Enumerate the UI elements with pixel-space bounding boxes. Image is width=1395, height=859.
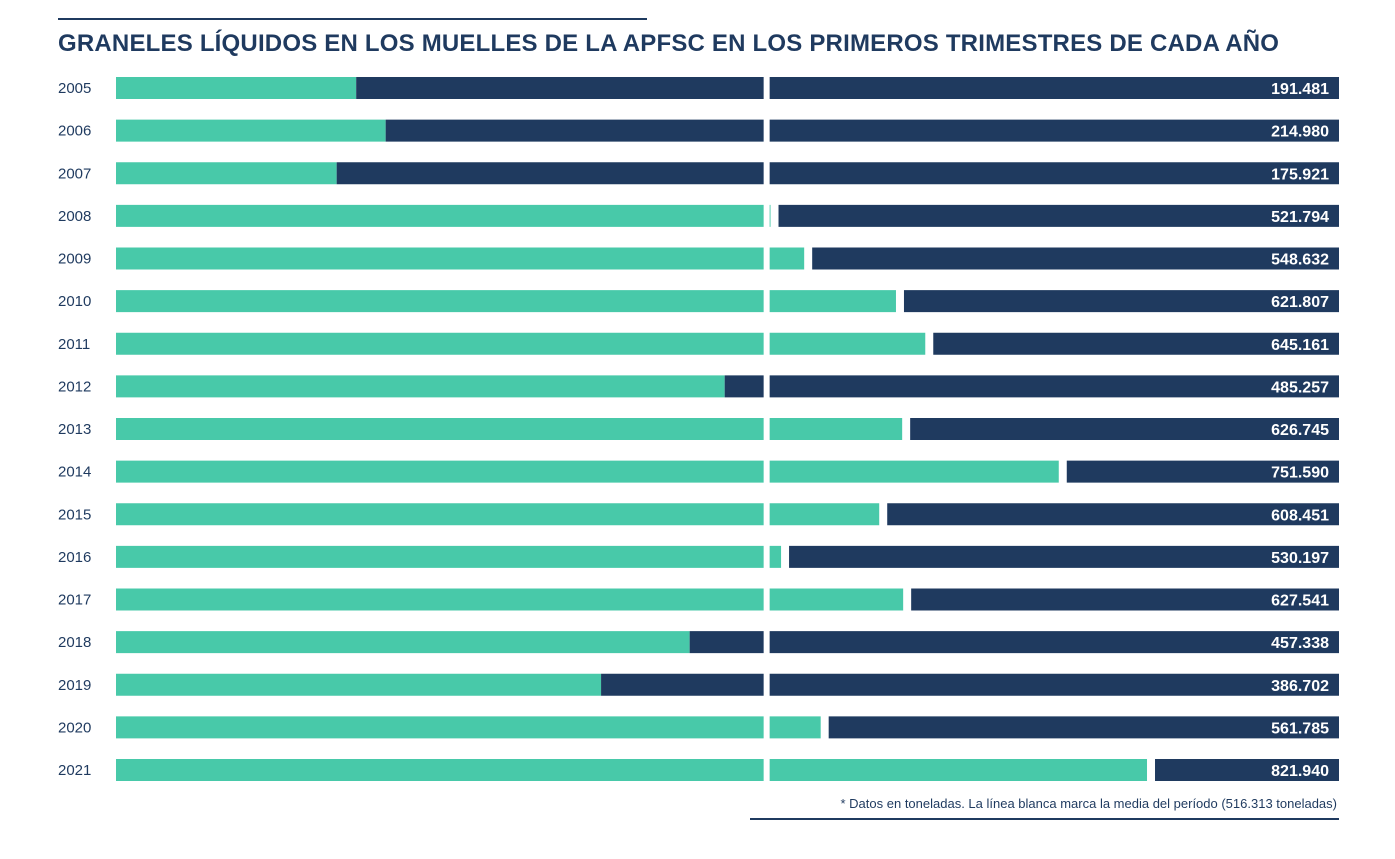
value-bar <box>116 673 602 696</box>
remainder-bar <box>769 77 1339 99</box>
remainder-bar <box>769 673 1339 696</box>
year-label: 2007 <box>58 165 91 182</box>
remainder-bar <box>812 247 1339 270</box>
value-bar-excess <box>769 290 896 313</box>
remainder-bar <box>1155 759 1339 781</box>
remainder-bar <box>789 545 1339 568</box>
year-label: 2010 <box>58 293 91 310</box>
value-bar <box>116 119 386 142</box>
remainder-bar <box>1066 460 1339 483</box>
value-label: 485.257 <box>1271 379 1329 396</box>
value-bar-excess <box>769 503 880 526</box>
value-label: 530.197 <box>1271 550 1329 567</box>
value-bar <box>116 716 764 739</box>
year-label: 2018 <box>58 634 91 651</box>
value-label: 386.702 <box>1271 678 1329 695</box>
value-bar <box>116 418 764 440</box>
year-label: 2019 <box>58 677 91 694</box>
remainder-bar <box>724 375 764 398</box>
value-bar <box>116 759 764 781</box>
remainder-bar <box>910 418 1339 440</box>
remainder-bar <box>769 631 1339 654</box>
year-label: 2012 <box>58 378 91 395</box>
bottom-rule <box>750 818 1339 820</box>
value-bar <box>116 375 725 398</box>
remainder-bar <box>356 77 764 99</box>
year-label: 2016 <box>58 549 91 566</box>
value-bar <box>116 545 764 568</box>
value-bar-excess <box>769 545 782 568</box>
value-label: 191.481 <box>1271 81 1329 98</box>
remainder-bar <box>778 204 1339 227</box>
remainder-bar <box>828 716 1339 739</box>
value-label: 457.338 <box>1271 635 1329 652</box>
value-bar <box>116 460 764 483</box>
year-label: 2011 <box>58 336 90 353</box>
value-label: 561.785 <box>1271 720 1329 737</box>
value-label: 548.632 <box>1271 252 1329 269</box>
chart-note: * Datos en toneladas. La línea blanca ma… <box>840 796 1338 811</box>
value-bar <box>116 332 764 355</box>
value-bar <box>116 503 764 526</box>
value-bar <box>116 204 764 227</box>
remainder-bar <box>933 332 1339 355</box>
remainder-bar <box>336 162 764 185</box>
value-label: 175.921 <box>1271 166 1329 183</box>
value-bar <box>116 290 764 313</box>
remainder-bar <box>769 375 1339 398</box>
year-label: 2013 <box>58 421 91 438</box>
year-label: 2015 <box>58 506 91 523</box>
year-label: 2008 <box>58 208 91 225</box>
remainder-bar <box>911 588 1339 611</box>
remainder-bar <box>385 119 764 142</box>
value-label: 521.794 <box>1271 209 1329 226</box>
remainder-bar <box>887 503 1339 526</box>
value-label: 626.745 <box>1271 422 1329 439</box>
year-label: 2020 <box>58 719 91 736</box>
value-bar-excess <box>769 716 821 739</box>
value-label: 621.807 <box>1271 294 1329 311</box>
value-bar <box>116 588 764 611</box>
value-bar-excess <box>769 460 1059 483</box>
value-bar <box>116 162 337 185</box>
remainder-bar <box>689 631 764 654</box>
value-bar-excess <box>769 759 1148 781</box>
top-rule <box>58 18 647 20</box>
year-label: 2021 <box>58 762 91 779</box>
value-bar <box>116 247 764 270</box>
value-label: 214.980 <box>1271 124 1329 141</box>
value-label: 821.940 <box>1271 763 1329 780</box>
value-label: 751.590 <box>1271 465 1329 482</box>
chart-title: GRANELES LÍQUIDOS EN LOS MUELLES DE LA A… <box>58 30 1280 57</box>
year-label: 2014 <box>58 464 91 481</box>
value-label: 627.541 <box>1271 593 1329 610</box>
value-bar-excess <box>769 332 926 355</box>
year-label: 2006 <box>58 123 91 140</box>
year-label: 2017 <box>58 592 91 609</box>
value-bar-excess <box>769 247 805 270</box>
value-bar <box>116 631 690 654</box>
value-bar-excess <box>769 588 904 611</box>
remainder-bar <box>903 290 1339 313</box>
value-label: 645.161 <box>1271 337 1329 354</box>
value-bar <box>116 77 357 99</box>
remainder-bar <box>769 162 1339 185</box>
year-label: 2005 <box>58 80 91 97</box>
value-bar-excess <box>769 418 903 440</box>
remainder-bar <box>601 673 764 696</box>
year-label: 2009 <box>58 251 91 268</box>
value-bar-excess <box>769 204 771 227</box>
remainder-bar <box>769 119 1339 142</box>
value-label: 608.451 <box>1271 507 1329 524</box>
